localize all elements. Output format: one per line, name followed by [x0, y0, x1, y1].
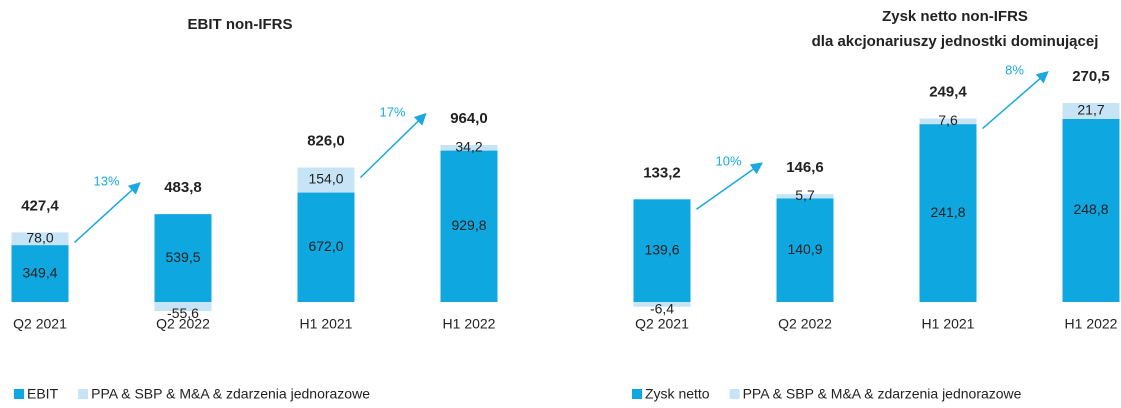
x-tick-label: Q2 2021 — [635, 316, 689, 332]
value-label: 929,8 — [451, 217, 486, 233]
chart-title: Zysk netto non-IFRS — [882, 8, 1028, 25]
growth-label: 8% — [1005, 62, 1024, 77]
value-label: 248,8 — [1073, 201, 1108, 217]
total-label: 146,6 — [786, 159, 824, 176]
bar-segment — [440, 150, 498, 302]
value-label: 154,0 — [308, 171, 343, 187]
x-tick-label: H1 2021 — [300, 316, 353, 332]
value-label: 78,0 — [26, 229, 53, 245]
value-label: 672,0 — [308, 238, 343, 254]
total-label: 133,2 — [643, 164, 681, 181]
x-tick-label: Q2 2022 — [156, 316, 210, 332]
bar-segment — [11, 245, 69, 302]
chart-title: EBIT non-IFRS — [188, 16, 293, 33]
value-label: 5,7 — [795, 187, 815, 203]
value-label: 21,7 — [1077, 102, 1104, 118]
bar-segment — [633, 302, 691, 307]
x-tick-label: Q2 2021 — [13, 316, 67, 332]
legend-label: EBIT — [27, 386, 59, 402]
bar-segment — [1062, 118, 1120, 302]
total-label: 270,5 — [1072, 68, 1110, 85]
legend-swatch — [632, 389, 642, 399]
value-label: -6,4 — [650, 300, 674, 316]
x-tick-label: H1 2022 — [1065, 316, 1118, 332]
value-label: 7,6 — [938, 112, 958, 128]
chart-subtitle: dla akcjonariuszy jednostki dominującej — [812, 33, 1099, 50]
value-label: 349,4 — [22, 264, 57, 280]
value-label: 539,5 — [165, 249, 200, 265]
bar-segment — [154, 214, 212, 302]
x-tick-label: H1 2021 — [922, 316, 975, 332]
growth-arrow — [73, 182, 141, 243]
x-tick-label: Q2 2022 — [778, 316, 832, 332]
legend-swatch — [729, 389, 740, 399]
bar-segment — [154, 302, 212, 312]
value-label: 140,9 — [787, 241, 822, 257]
growth-arrow — [696, 162, 763, 210]
total-label: 964,0 — [450, 110, 488, 127]
legend-label: PPA & SBP & M&A & zdarzenia jednorazowe — [91, 386, 370, 402]
total-label: 427,4 — [21, 197, 59, 214]
growth-label: 13% — [93, 174, 119, 189]
bar-segment — [297, 192, 355, 302]
value-label: -55,6 — [167, 305, 199, 321]
x-tick-label: H1 2022 — [443, 316, 496, 332]
growth-label: 17% — [379, 104, 405, 119]
bar-segment — [919, 124, 977, 302]
legend-swatch — [14, 389, 24, 399]
bar-segment — [776, 194, 834, 199]
total-label: 483,8 — [164, 179, 202, 196]
bar-segment — [11, 232, 69, 246]
bar-segment — [1062, 103, 1120, 119]
value-label: 241,8 — [930, 204, 965, 220]
legend-swatch — [78, 389, 89, 399]
growth-label: 10% — [715, 154, 741, 169]
value-label: 34,2 — [455, 138, 482, 154]
legend-label: PPA & SBP & M&A & zdarzenia jednorazowe — [743, 386, 1022, 402]
bar-segment — [919, 118, 977, 125]
bar-segment — [633, 199, 691, 302]
bar-segment — [440, 145, 498, 151]
legend-label: Zysk netto — [645, 386, 710, 402]
growth-arrow — [359, 112, 427, 179]
value-label: 139,6 — [644, 241, 679, 257]
bar-segment — [297, 167, 355, 193]
growth-arrow — [982, 71, 1049, 130]
bar-segment — [776, 198, 834, 302]
total-label: 249,4 — [929, 83, 967, 100]
total-label: 826,0 — [307, 132, 345, 149]
